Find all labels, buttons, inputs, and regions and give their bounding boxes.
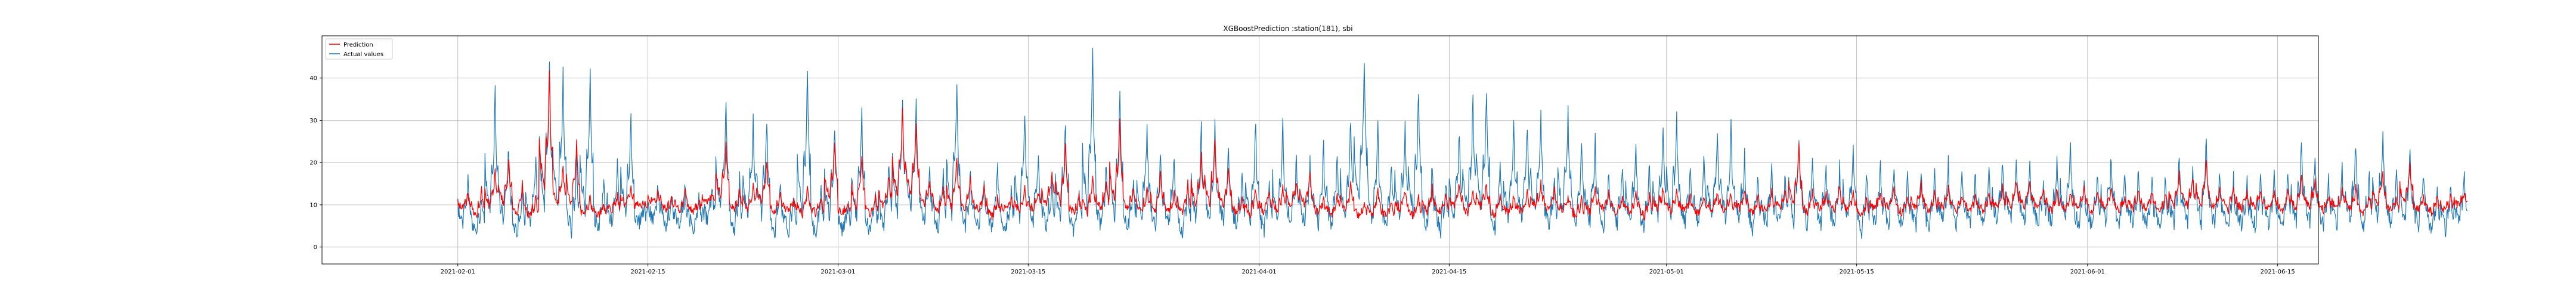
legend-label-actual: Actual values [343,51,383,58]
x-tick-label: 2021-06-15 [2261,269,2295,275]
x-tick-label: 2021-02-01 [441,269,475,275]
series-line-actual-values [457,47,2468,239]
x-tick-label: 2021-03-15 [1011,269,1045,275]
y-tick-label: 0 [314,244,317,251]
legend: Prediction Actual values [325,38,393,60]
x-tick-label: 2021-04-01 [1241,269,1276,275]
series-line-prediction [457,70,2468,221]
x-tick-label: 2021-06-01 [2070,269,2105,275]
x-tick-label: 2021-02-15 [631,269,665,275]
series-group [457,47,2468,239]
legend-box [325,38,393,60]
legend-label-prediction: Prediction [343,42,373,48]
y-tick-label: 30 [309,118,317,124]
y-tick-label: 40 [309,75,317,82]
x-tick-label: 2021-04-15 [1432,269,1466,275]
x-tick-label: 2021-05-15 [1840,269,1874,275]
axes: 2021-02-01 2021-02-15 2021-03-01 2021-03-15… [309,75,2295,275]
y-tick-label: 20 [309,160,317,167]
plot-frame [321,35,2319,265]
chart-title: XGBoostPrediction :station(181), sbi [1223,24,1352,33]
y-tick-label: 10 [309,202,317,208]
x-tick-label: 2021-03-01 [821,269,855,275]
x-tick-label: 2021-05-01 [1649,269,1684,275]
